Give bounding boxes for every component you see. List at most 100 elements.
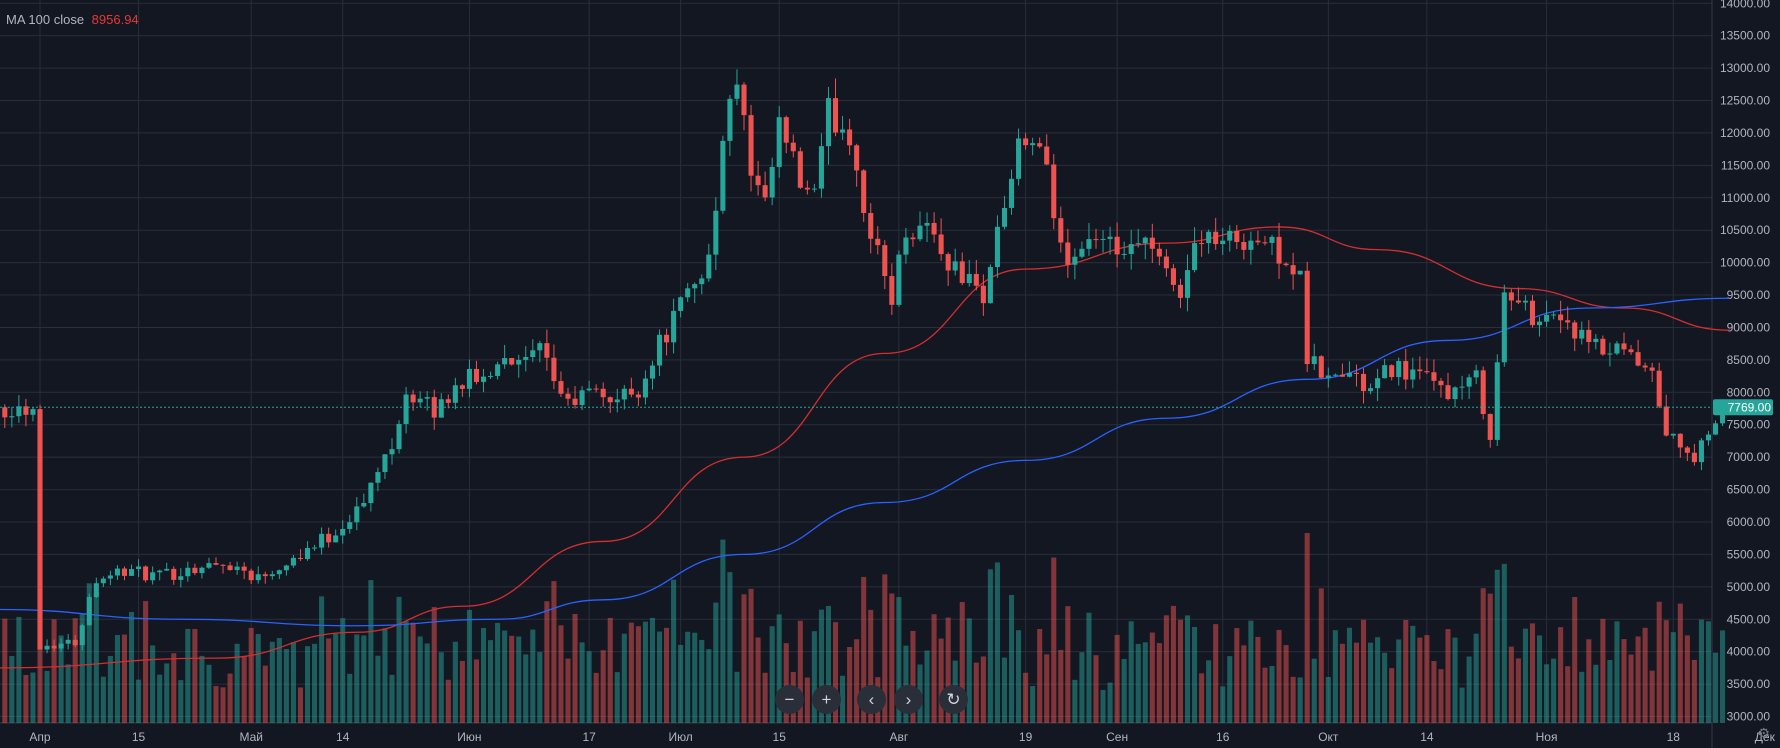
scroll-right-button[interactable]: ›: [894, 685, 923, 714]
volume-bar: [1452, 637, 1458, 723]
candle-body: [1058, 218, 1064, 243]
volume-bar: [1058, 649, 1064, 723]
volume-bar: [1572, 597, 1578, 723]
volume-bar: [164, 663, 170, 723]
volume-bar: [192, 628, 198, 723]
reset-chart-button[interactable]: ↻: [939, 685, 968, 714]
price-tick-label: 7000.00: [1727, 450, 1771, 464]
volume-bar: [720, 539, 726, 723]
price-tick-label: 9000.00: [1727, 320, 1771, 334]
candle-body: [1642, 365, 1648, 368]
zoom-out-button[interactable]: −: [775, 685, 804, 714]
volume-bar: [565, 658, 571, 723]
candle-body: [917, 225, 923, 240]
volume-bar: [1255, 636, 1261, 723]
time-tick-label: Июл: [668, 730, 692, 744]
candle-body: [1565, 320, 1571, 323]
candle-body: [1001, 207, 1008, 227]
volume-bar: [734, 671, 740, 723]
volume-bar: [811, 631, 817, 723]
price-tick-label: 8500.00: [1727, 353, 1771, 367]
volume-bar: [30, 672, 36, 723]
volume-bar: [1720, 630, 1726, 723]
candle-body: [121, 568, 128, 576]
candle-body: [825, 98, 832, 147]
candle-body: [1663, 406, 1669, 436]
volume-bar: [1501, 563, 1507, 723]
candle-body: [656, 334, 663, 366]
volume-bar: [642, 621, 648, 723]
volume-bar: [649, 617, 656, 723]
candle-body: [1438, 380, 1444, 386]
volume-bar: [502, 630, 508, 723]
candle-body: [396, 423, 402, 450]
candle-body: [58, 643, 64, 649]
volume-bar: [1459, 687, 1465, 723]
volume-bar: [1529, 623, 1536, 723]
candle-body: [1044, 146, 1050, 165]
volume-bar: [1128, 621, 1134, 723]
volume-bar: [1121, 659, 1127, 723]
candle-body: [452, 385, 458, 403]
candle-body: [283, 565, 289, 571]
volume-bar: [1677, 603, 1683, 723]
candle-body: [727, 98, 733, 141]
volume-bar: [1192, 627, 1198, 723]
volume-bar: [128, 611, 135, 723]
volume-bar: [1311, 658, 1317, 723]
candle-body: [290, 557, 296, 566]
volume-bar: [1410, 625, 1416, 723]
candle-body: [1234, 230, 1240, 242]
current-price-badge: [1713, 399, 1773, 416]
volume-bar: [368, 580, 374, 723]
candle-body: [206, 563, 212, 568]
volume-bar: [480, 628, 487, 723]
zoom-in-button[interactable]: +: [812, 685, 841, 714]
candle-body: [1452, 387, 1458, 400]
candle-body: [1290, 265, 1296, 275]
volume-bar: [1276, 629, 1282, 723]
volume-bar: [1424, 635, 1430, 723]
candle-body: [671, 310, 677, 343]
volume-bar: [1072, 679, 1078, 723]
volume-bar: [586, 651, 592, 723]
settings-gear-icon[interactable]: ⚙: [1757, 725, 1770, 741]
candle-body: [297, 557, 304, 559]
volume-bar: [1698, 619, 1704, 723]
candle-body: [1079, 248, 1085, 257]
candle-body: [748, 115, 754, 176]
volume-bar: [171, 653, 177, 723]
price-tick-label: 11000.00: [1721, 191, 1770, 205]
volume-bar: [1290, 676, 1296, 723]
candle-body: [516, 359, 522, 365]
candle-body: [840, 129, 846, 133]
candle-body: [459, 385, 465, 389]
volume-bar: [276, 637, 282, 723]
volume-bar: [1332, 630, 1338, 723]
volume-bar: [86, 583, 92, 723]
candle-body: [220, 564, 226, 566]
candle-body: [93, 583, 99, 598]
price-tick-label: 4500.00: [1727, 612, 1771, 626]
volume-bar: [1037, 629, 1043, 723]
candle-body: [692, 284, 698, 289]
volume-bar: [1297, 677, 1303, 723]
volume-bar: [143, 601, 149, 723]
volume-bar: [1466, 656, 1472, 723]
candle-body: [79, 625, 85, 646]
scroll-left-button[interactable]: ‹: [857, 685, 886, 714]
candle-body: [65, 639, 71, 644]
candle-body: [762, 185, 768, 198]
volume-bar: [579, 642, 585, 723]
candle-body: [903, 237, 909, 255]
candle-body: [157, 570, 163, 573]
volume-bar: [924, 650, 930, 723]
candle-body: [9, 416, 15, 418]
candle-body: [227, 565, 233, 571]
volume-bar: [1389, 668, 1395, 723]
candle-body: [1016, 138, 1022, 179]
candle-body: [1297, 270, 1303, 275]
volume-bar: [903, 645, 909, 723]
candle-body: [178, 576, 184, 580]
